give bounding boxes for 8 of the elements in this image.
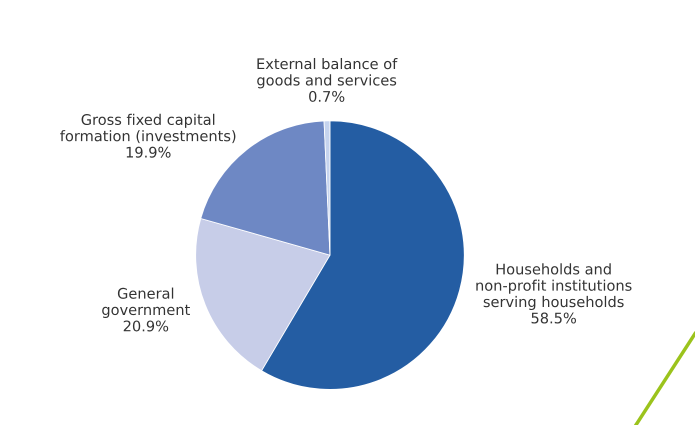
slice-label: General government — [102, 288, 190, 318]
data-label: 20.9% — [124, 320, 168, 332]
slice-label: External balance of goods and services — [257, 58, 398, 88]
data-label: 58.5% — [532, 312, 576, 324]
data-label: 19.9% — [126, 146, 171, 158]
slice-label: Gross fixed capital formation (investments) — [60, 114, 236, 144]
data-label: 0.7% — [309, 90, 344, 102]
slice-label: Households and non-profit institutions serving households — [476, 263, 632, 310]
